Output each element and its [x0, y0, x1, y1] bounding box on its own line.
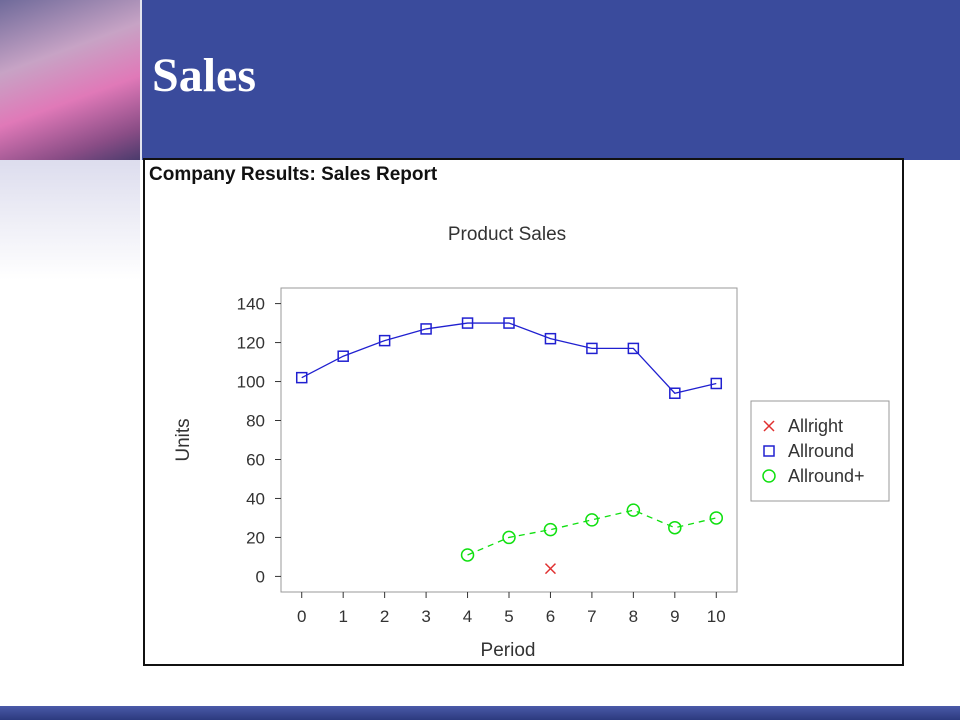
header-divider: [140, 0, 142, 160]
data-point: [420, 323, 432, 335]
data-point: [668, 520, 682, 535]
data-point: [502, 530, 516, 545]
y-tick-label: 60: [246, 450, 265, 469]
legend-marker: [763, 420, 775, 432]
data-point: [503, 317, 515, 329]
flask-reflection: [0, 160, 140, 280]
y-tick-label: 40: [246, 489, 265, 508]
chart-title: Product Sales: [448, 224, 566, 245]
x-axis: 0 1 2 3 4 5 6 7 8 9 10: [297, 592, 726, 626]
data-point: [626, 503, 641, 517]
x-tick-label: 7: [587, 607, 596, 626]
y-tick-label: 140: [237, 295, 265, 314]
series-allright: [544, 563, 556, 575]
y-axis: 0 20 40 60 80 100 120 140: [237, 295, 281, 586]
data-point: [585, 513, 599, 527]
slide-title: Sales: [152, 49, 257, 102]
series-allround-: [460, 503, 724, 562]
x-tick-label: 5: [504, 607, 513, 626]
data-point: [669, 387, 681, 399]
series-line: [301, 322, 717, 394]
x-tick-label: 0: [297, 607, 306, 626]
data-point: [337, 350, 349, 362]
x-tick-label: 8: [629, 607, 638, 626]
legend-marker: [762, 469, 776, 483]
data-point: [627, 342, 640, 355]
legend-label: Allround: [788, 441, 854, 461]
x-axis-label: Period: [481, 640, 536, 661]
series-allround: [295, 317, 723, 399]
slide-header: Sales: [0, 0, 960, 160]
data-point: [709, 511, 724, 525]
x-tick-label: 1: [338, 607, 347, 626]
plot-area: [280, 287, 738, 593]
legend-marker: [763, 445, 775, 457]
line-chart: Product Sales 0 20 40 60 80 100 120 140 0 1 2 3 4 5 6…: [173, 224, 890, 661]
report-title: Company Results: Sales Report: [149, 164, 438, 185]
x-tick-label: 3: [421, 607, 430, 626]
x-tick-label: 2: [380, 607, 389, 626]
legend-label: Allround+: [788, 466, 865, 486]
data-point: [295, 371, 308, 384]
y-tick-label: 0: [256, 567, 265, 586]
data-point: [586, 342, 598, 355]
x-tick-label: 9: [670, 607, 679, 626]
data-point: [543, 522, 558, 537]
legend: Allright Allround Allround+: [750, 400, 890, 502]
data-point: [460, 548, 475, 562]
series-line: [467, 509, 717, 556]
report-frame: Company Results: Sales Report Product Sa…: [143, 158, 904, 666]
data-point: [544, 332, 557, 345]
legend-label: Allright: [788, 416, 843, 436]
data-point: [378, 334, 391, 347]
data-point: [544, 563, 556, 575]
x-tick-label: 4: [463, 607, 472, 626]
y-axis-label: Units: [173, 418, 194, 461]
x-tick-label: 10: [707, 607, 726, 626]
flask-photo: [0, 0, 140, 160]
data-point: [710, 377, 723, 390]
y-tick-label: 80: [246, 412, 265, 431]
y-tick-label: 20: [246, 528, 265, 547]
data-point: [461, 317, 474, 329]
y-tick-label: 120: [237, 334, 265, 353]
y-tick-label: 100: [237, 373, 265, 392]
series-layer: [295, 317, 724, 575]
footer-bar: [0, 706, 960, 720]
x-tick-label: 6: [546, 607, 555, 626]
